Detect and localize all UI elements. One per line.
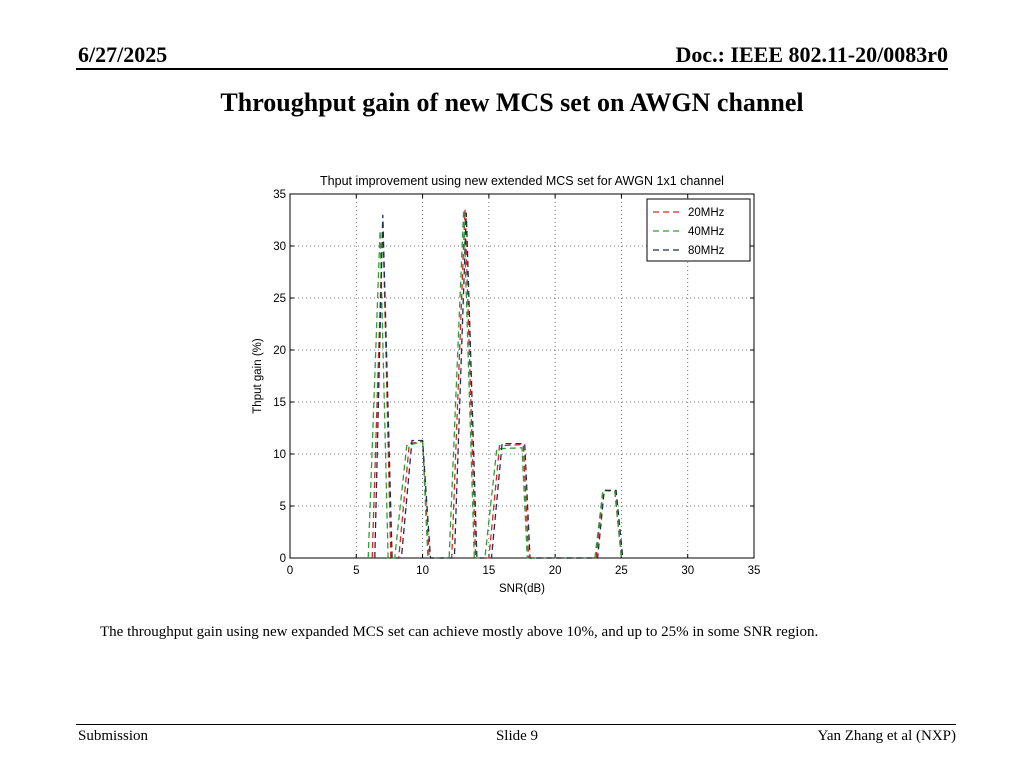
legend-label-80mhz: 80MHz [688, 245, 725, 257]
legend: 20MHz 40MHz 80MHz [646, 198, 751, 262]
y-tick-label: 10 [273, 449, 286, 461]
chart-title: Thput improvement using new extended MCS… [320, 174, 724, 188]
x-tick-label: 0 [287, 565, 293, 577]
throughput-chart: Thput improvement using new extended MCS… [252, 174, 760, 595]
x-tick-label: 20 [549, 565, 562, 577]
footer-slide-number: Slide 9 [495, 728, 539, 744]
x-tick-label: 35 [748, 565, 761, 577]
series-line-40mhz [367, 209, 623, 559]
header-date: 6/27/2025 [78, 42, 168, 67]
x-tick-label: 5 [353, 565, 359, 577]
x-tick-label: 30 [681, 565, 694, 577]
series-lines [367, 209, 624, 559]
footer-author: Yan Zhang et al (NXP) [817, 728, 956, 744]
y-tick-label: 15 [273, 397, 286, 409]
footer-rule [76, 724, 956, 725]
axis-ticks: 0 5 10 15 20 25 30 35 0 5 10 15 20 25 30 35 [273, 189, 760, 577]
footer-left: Submission [78, 728, 149, 744]
y-tick-label: 20 [273, 345, 286, 357]
header-doc-id: Doc.: IEEE 802.11-20/0083r0 [675, 42, 948, 67]
legend-label-40mhz: 40MHz [688, 226, 725, 238]
y-tick-label: 5 [280, 501, 286, 513]
y-tick-label: 35 [273, 189, 286, 201]
legend-label-20mhz: 20MHz [688, 207, 725, 219]
y-tick-label: 30 [273, 241, 286, 253]
y-tick-label: 0 [280, 553, 286, 565]
x-tick-label: 15 [482, 565, 495, 577]
y-axis-label: Thput gain (%) [252, 338, 264, 414]
legend-box [646, 198, 751, 262]
slide-caption: The throughput gain using new expanded M… [100, 624, 819, 640]
y-tick-label: 25 [273, 293, 286, 305]
x-tick-label: 10 [416, 565, 429, 577]
header-rule [76, 68, 948, 70]
x-tick-label: 25 [615, 565, 628, 577]
x-axis-label: SNR(dB) [499, 583, 545, 595]
slide-title: Throughput gain of new MCS set on AWGN c… [220, 88, 804, 117]
series-line-80mhz [374, 212, 624, 559]
